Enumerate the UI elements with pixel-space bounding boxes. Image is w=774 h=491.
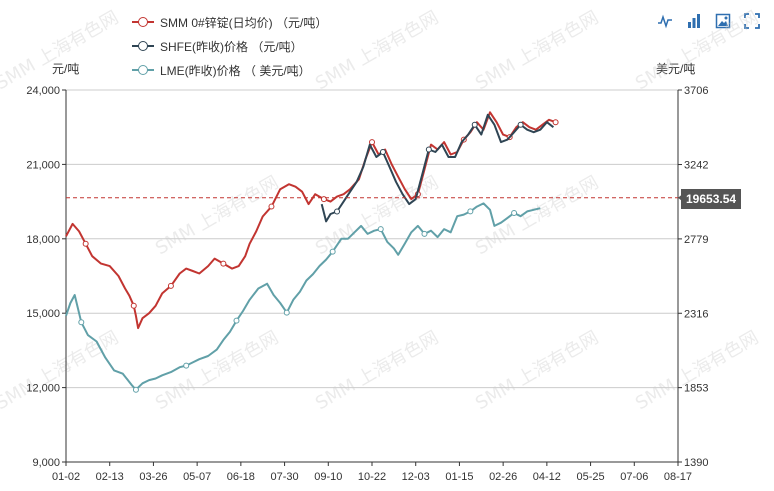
series-point-1 [334, 208, 341, 215]
series-line-1 [320, 113, 555, 223]
series-point-2 [329, 248, 336, 255]
legend-marker-smm [132, 16, 154, 28]
right-axis-unit: 美元/吨 [656, 62, 696, 76]
series-point-0 [552, 119, 559, 126]
series-point-1 [471, 121, 478, 128]
x-tick-label: 07-06 [620, 471, 648, 483]
x-tick-label: 02-13 [96, 471, 124, 483]
legend: SMM 0#锌锭(日均价) （元/吨） SHFE(昨收)价格 （元/吨） LME… [132, 10, 327, 82]
series-layer [65, 111, 559, 393]
legend-label-smm: SMM 0#锌锭(日均价) （元/吨） [160, 15, 328, 30]
series-point-0 [220, 260, 227, 267]
watermark-text: SMM 上海有色网 [312, 172, 442, 259]
mark-line-label: 19653.54 [681, 189, 742, 209]
x-tick-label: 08-17 [664, 471, 692, 483]
legend-item-shfe[interactable]: SHFE(昨收)价格 （元/吨） [132, 34, 327, 58]
right-tick-label: 3706 [684, 85, 708, 97]
series-point-2 [78, 319, 85, 326]
x-tick-label: 04-12 [533, 471, 561, 483]
watermark-text: SMM 上海有色网 [312, 7, 442, 94]
grid-lines [66, 89, 678, 463]
series-point-0 [369, 139, 375, 146]
right-tick-label: 1853 [684, 383, 708, 395]
x-tick-label: 01-15 [445, 471, 473, 483]
series-point-2 [467, 208, 474, 215]
left-tick-label: 24,000 [26, 85, 60, 97]
legend-marker-lme [132, 64, 154, 76]
x-tick-label: 06-18 [227, 471, 255, 483]
watermark-text: SMM 上海有色网 [632, 327, 762, 414]
series-line-0 [65, 111, 556, 330]
x-tick-label: 02-26 [489, 471, 517, 483]
series-point-2 [132, 386, 139, 393]
left-tick-label: 12,000 [26, 383, 60, 395]
x-tick-label: 12-03 [402, 471, 430, 483]
legend-label-lme: LME(昨收)价格 （ 美元/吨） [160, 63, 311, 78]
axes: 9,000 12,000 15,000 18,000 21,000 24,000 1390 1… [26, 85, 708, 483]
x-tick-label: 05-07 [183, 471, 211, 483]
right-tick-label: 2779 [684, 234, 708, 246]
left-axis-unit: 元/吨 [52, 62, 80, 76]
right-tick-label: 2316 [684, 308, 708, 320]
legend-label-shfe: SHFE(昨收)价格 （元/吨） [160, 39, 303, 54]
watermark-text: SMM 上海有色网 [632, 7, 762, 94]
series-point-0 [268, 203, 275, 210]
right-tick-label: 1390 [684, 457, 708, 469]
series-point-0 [167, 282, 174, 289]
series-line-2 [65, 202, 541, 391]
series-point-0 [82, 240, 89, 247]
x-tick-label: 01-02 [52, 471, 80, 483]
legend-item-smm[interactable]: SMM 0#锌锭(日均价) （元/吨） [132, 10, 327, 34]
series-point-1 [425, 146, 432, 153]
watermark-text: SMM 上海有色网 [0, 7, 122, 94]
series-point-1 [379, 149, 386, 155]
series-point-2 [511, 210, 518, 217]
x-tick-label: 09-10 [314, 471, 342, 483]
watermark-text: SMM 上海有色网 [472, 7, 602, 94]
x-tick-label: 07-30 [271, 471, 299, 483]
save-image-icon[interactable] [715, 13, 731, 29]
legend-marker-shfe [132, 40, 154, 52]
toolbox [657, 13, 760, 29]
x-tick-label: 05-25 [577, 471, 605, 483]
bar-chart-icon[interactable] [686, 13, 702, 29]
watermark-text: SMM 上海有色网 [312, 327, 442, 414]
left-tick-label: 18,000 [26, 234, 60, 246]
line-chart-icon[interactable] [657, 13, 673, 29]
legend-item-lme[interactable]: LME(昨收)价格 （ 美元/吨） [132, 58, 327, 82]
left-tick-label: 15,000 [26, 308, 60, 320]
series-point-2 [233, 317, 240, 324]
watermark-text: SMM 上海有色网 [472, 327, 602, 414]
fullscreen-icon[interactable] [744, 13, 760, 29]
series-point-0 [130, 302, 137, 309]
series-point-1 [517, 121, 524, 128]
left-tick-label: 21,000 [26, 159, 60, 171]
series-point-2 [421, 230, 428, 237]
watermark-text: SMM 上海有色网 [0, 327, 122, 414]
series-point-2 [283, 309, 290, 316]
right-tick-label: 3242 [684, 160, 708, 172]
series-point-2 [377, 226, 384, 233]
left-tick-label: 9,000 [32, 457, 60, 469]
x-tick-label: 03-26 [139, 471, 167, 483]
series-point-2 [183, 362, 190, 369]
x-tick-label: 10-22 [358, 471, 386, 483]
